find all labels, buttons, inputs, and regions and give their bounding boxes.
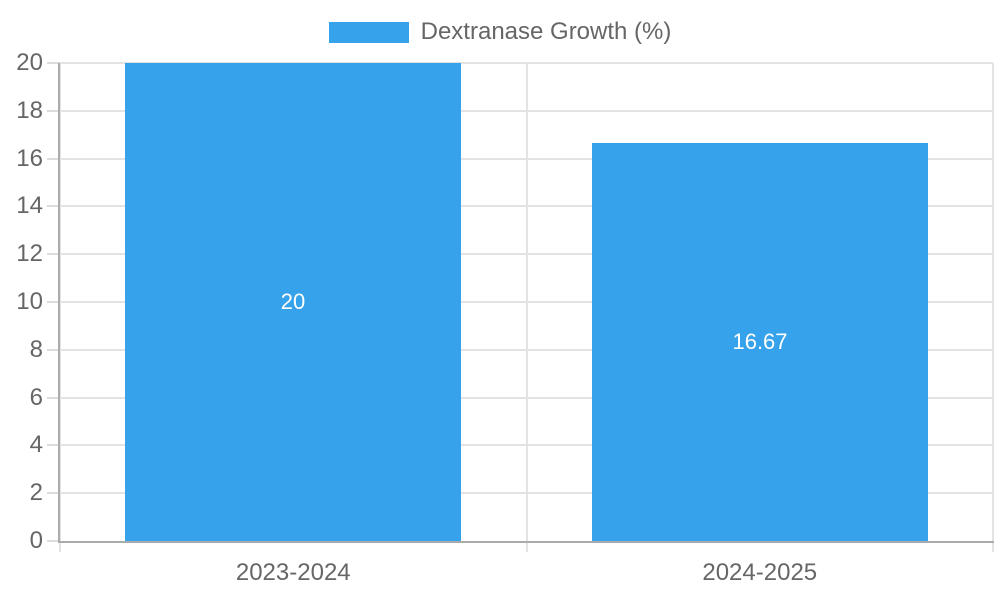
y-axis-line — [58, 63, 60, 541]
bar: 16.67 — [592, 143, 928, 541]
y-tick-label: 14 — [16, 192, 43, 220]
y-tick-label: 10 — [16, 288, 43, 315]
y-tick-label: 18 — [16, 96, 43, 124]
y-tick-mark — [47, 444, 60, 447]
y-tick-mark — [47, 62, 60, 64]
y-tick-mark — [47, 348, 60, 351]
y-tick-mark — [47, 253, 60, 256]
x-gridline — [59, 63, 61, 552]
y-tick-mark — [47, 205, 60, 208]
y-tick-mark — [47, 301, 60, 303]
y-tick-mark — [47, 396, 60, 399]
x-gridline — [992, 63, 994, 552]
y-tick-label: 6 — [29, 383, 43, 411]
y-tick-mark — [47, 109, 60, 112]
x-gridline — [525, 63, 528, 552]
x-tick-label: 2024-2025 — [702, 559, 818, 586]
bar-value-label: 20 — [280, 289, 306, 314]
y-tick-label: 2 — [29, 479, 43, 507]
x-axis-line — [58, 541, 994, 543]
y-tick-label: 0 — [29, 527, 43, 554]
y-tick-label: 20 — [16, 49, 43, 76]
legend-swatch — [328, 21, 409, 43]
y-tick-label: 8 — [29, 335, 43, 363]
legend-label: Dextranase Growth (%) — [420, 18, 672, 45]
y-tick-label: 12 — [16, 240, 43, 268]
y-tick-mark — [47, 157, 60, 160]
y-tick-label: 16 — [16, 144, 43, 172]
y-tick-mark — [47, 492, 60, 495]
bar-value-label: 16.67 — [732, 329, 788, 354]
legend-item[interactable]: Dextranase Growth (%) — [0, 17, 1000, 47]
bar: 20 — [125, 63, 461, 541]
x-tick-label: 2023-2024 — [235, 559, 351, 586]
y-tick-label: 4 — [29, 431, 43, 459]
y-tick-mark — [47, 540, 60, 542]
